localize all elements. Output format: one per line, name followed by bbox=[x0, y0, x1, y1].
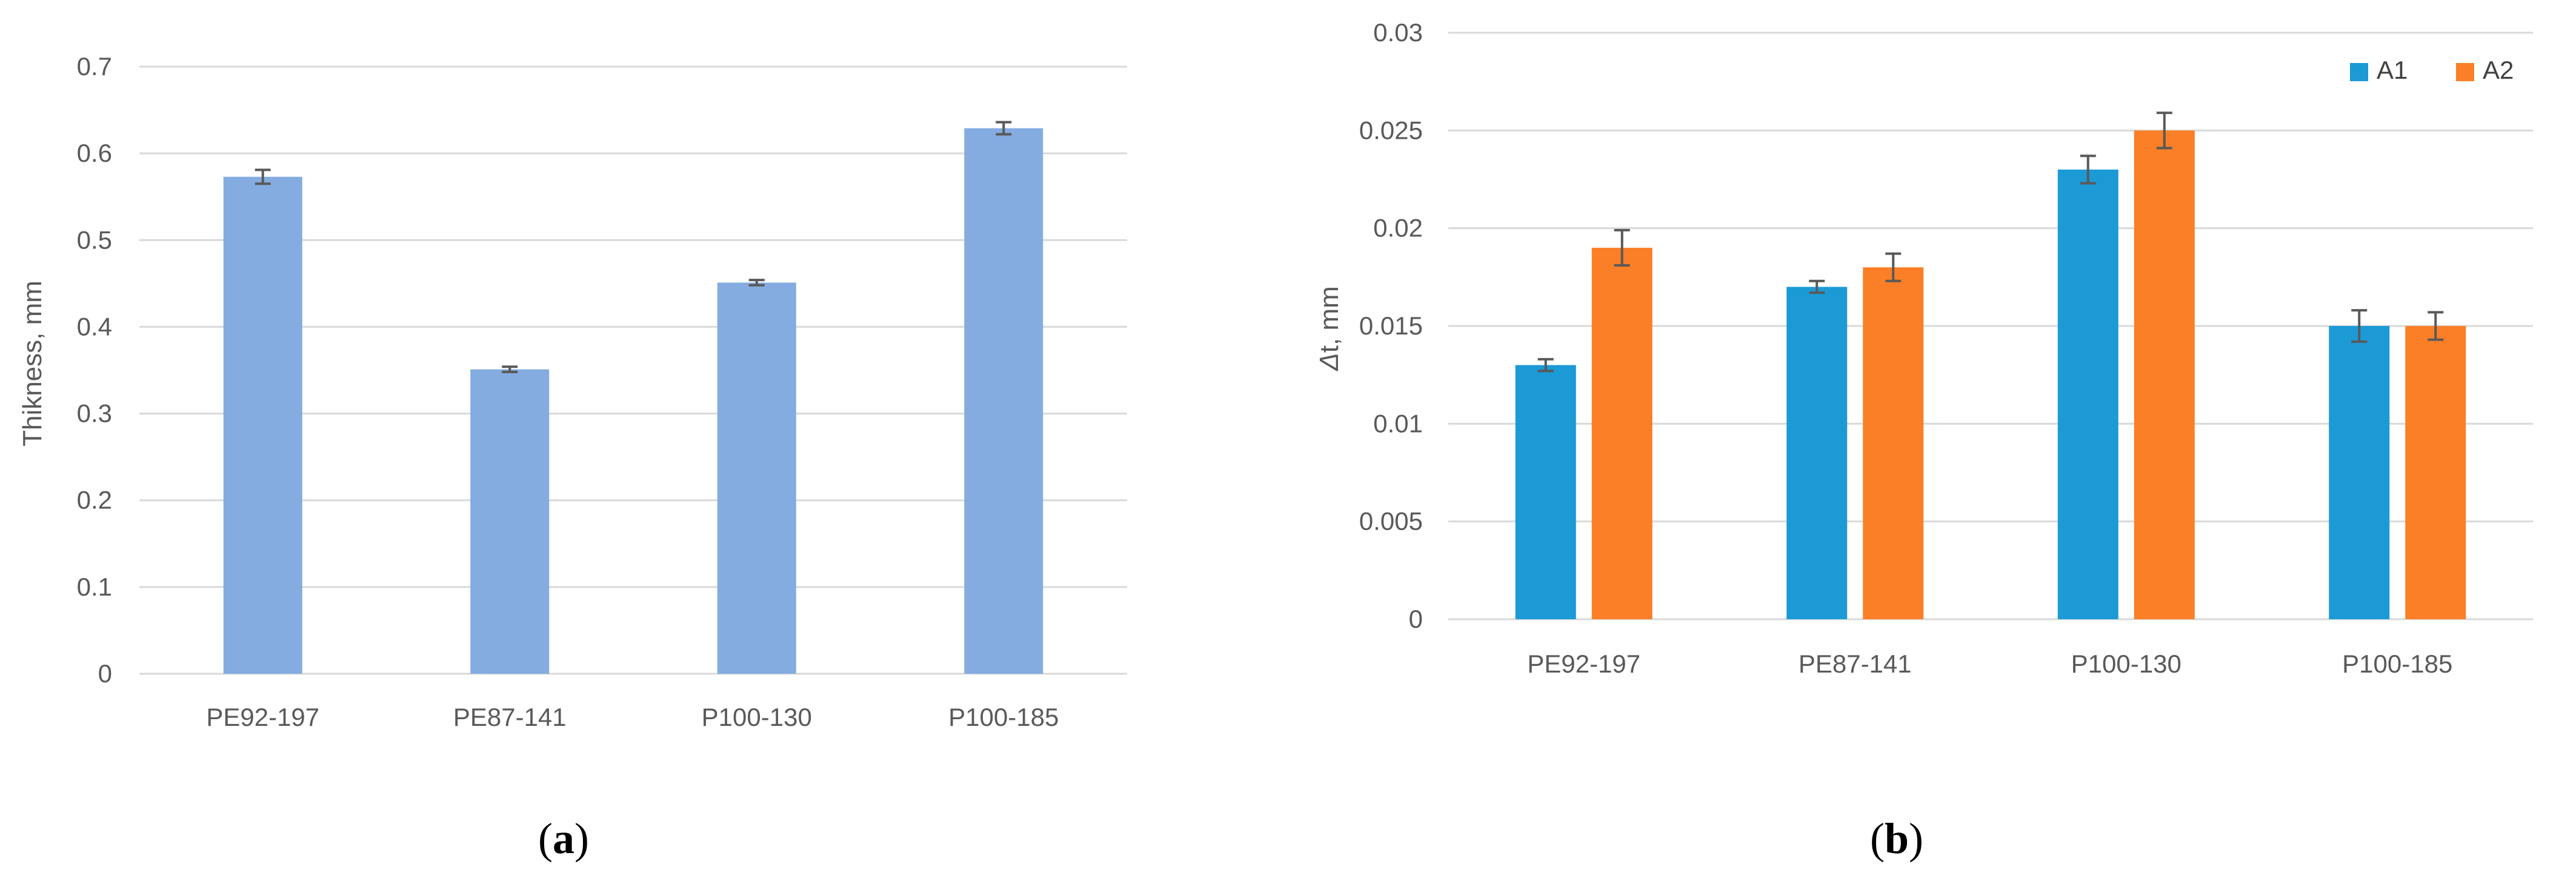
chart-b-legend: A1 A2 bbox=[2350, 56, 2514, 84]
chart-b-y-tick-label: 0.005 bbox=[1359, 507, 1423, 536]
chart-a-gridlines bbox=[139, 65, 1127, 675]
chart-a-bar bbox=[223, 176, 302, 674]
chart-a-y-tick-label: 0.5 bbox=[77, 225, 112, 254]
chart-b-panel-label: (b) bbox=[1870, 814, 1923, 863]
chart-b: 0 0.005 0.01 0.015 0.02 0.025 0.03 PE92-197 PE8… bbox=[1314, 18, 2533, 863]
chart-a-y-tick-label: 0.7 bbox=[77, 52, 112, 81]
chart-b-y-axis-title: Δt, mm bbox=[1314, 286, 1344, 371]
chart-b-bar bbox=[2329, 326, 2390, 619]
chart-b-y-tick-label: 0.03 bbox=[1373, 18, 1423, 47]
chart-b-error-bars bbox=[1537, 111, 2444, 373]
chart-a-y-tick-label: 0.6 bbox=[77, 139, 112, 167]
chart-b-x-tick-label: P100-185 bbox=[2342, 650, 2452, 678]
chart-a-y-tick-label: 0.3 bbox=[77, 399, 112, 428]
chart-a: 00.10.20.30.40.50.60.7 PE92-197 PE87-141 P… bbox=[18, 52, 1127, 863]
chart-a-bar bbox=[964, 128, 1043, 674]
chart-a-panel-label: (a) bbox=[538, 814, 589, 863]
chart-a-x-tick-label: PE92-197 bbox=[206, 703, 319, 731]
chart-b-y-tick-label: 0.015 bbox=[1359, 311, 1423, 340]
chart-b-y-tick-labels: 0 0.005 0.01 0.015 0.02 0.025 0.03 bbox=[1359, 18, 1423, 633]
chart-a-x-tick-labels: PE92-197 PE87-141 P100-130 P100-185 bbox=[206, 703, 1059, 731]
chart-b-bar bbox=[1786, 287, 1848, 619]
chart-b-bar bbox=[1515, 365, 1576, 619]
chart-b-bar bbox=[2057, 169, 2118, 619]
chart-a-y-axis-title: Thikness, mm bbox=[18, 281, 47, 447]
chart-b-legend-label: A1 bbox=[2377, 56, 2408, 84]
chart-b-panel-letter: b bbox=[1885, 814, 1909, 863]
chart-b-y-tick-label: 0.01 bbox=[1373, 409, 1423, 437]
chart-b-bar bbox=[2405, 326, 2466, 619]
chart-b-bar bbox=[2134, 130, 2195, 620]
chart-a-bar bbox=[470, 369, 550, 674]
chart-b-y-tick-label: 0 bbox=[1409, 605, 1423, 633]
chart-a-x-tick-label: P100-130 bbox=[702, 703, 812, 731]
chart-a-x-tick-label: PE87-141 bbox=[453, 703, 567, 731]
chart-b-y-axis-delta: Δ bbox=[1314, 353, 1344, 371]
chart-b-y-tick-label: 0.02 bbox=[1373, 214, 1423, 242]
chart-b-bars bbox=[1515, 130, 2466, 620]
chart-b-y-axis-rest: t, mm bbox=[1314, 286, 1344, 353]
chart-b-x-tick-label: PE87-141 bbox=[1799, 650, 1912, 678]
chart-a-error-bars bbox=[255, 121, 1012, 373]
chart-a-y-tick-label: 0.1 bbox=[77, 573, 112, 601]
chart-a-bar bbox=[717, 282, 796, 674]
chart-b-x-tick-label: P100-130 bbox=[2071, 650, 2182, 678]
chart-b-x-tick-label: PE92-197 bbox=[1527, 650, 1640, 678]
chart-b-legend-swatch bbox=[2350, 63, 2368, 81]
chart-b-legend-label: A2 bbox=[2483, 56, 2514, 84]
chart-a-bars bbox=[223, 128, 1043, 674]
chart-a-y-tick-label: 0 bbox=[98, 659, 112, 688]
chart-b-bar bbox=[1863, 267, 1924, 619]
chart-b-y-tick-label: 0.025 bbox=[1359, 116, 1423, 144]
chart-b-legend-swatch bbox=[2456, 63, 2474, 81]
chart-a-y-tick-label: 0.2 bbox=[77, 486, 112, 514]
chart-a-y-tick-label: 0.4 bbox=[77, 312, 112, 341]
chart-a-x-tick-label: P100-185 bbox=[948, 703, 1059, 731]
chart-a-y-tick-labels: 0 0.1 0.2 0.3 0.4 0.5 0.6 0.7 bbox=[77, 52, 112, 688]
chart-b-bar bbox=[1591, 247, 1652, 619]
chart-a-panel-letter: a bbox=[553, 814, 574, 863]
chart-b-x-tick-labels: PE92-197 PE87-141 P100-130 P100-185 bbox=[1527, 650, 2452, 678]
